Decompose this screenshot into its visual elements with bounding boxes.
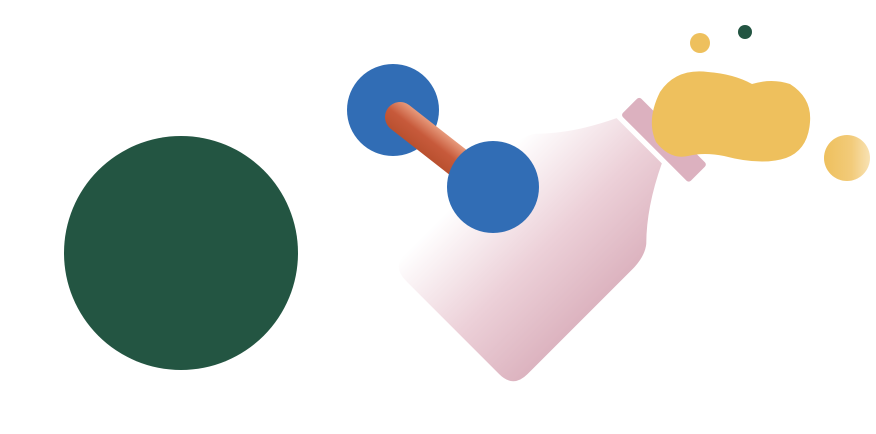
green-circle-icon xyxy=(64,136,298,370)
blue-molecule-icon xyxy=(347,64,539,233)
yellow-ball-icon xyxy=(824,135,870,181)
yellow-splash-icon xyxy=(651,33,870,181)
green-dot-icon xyxy=(738,25,752,39)
molecule-atom-large-icon xyxy=(447,141,539,233)
yellow-drop-icon xyxy=(690,33,710,53)
